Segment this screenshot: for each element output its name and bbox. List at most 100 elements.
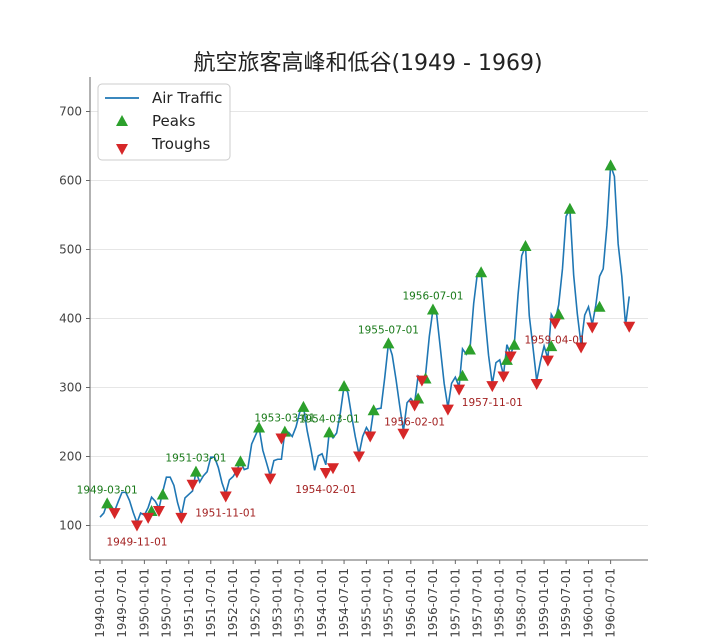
trough-marker [219, 491, 232, 503]
x-tick-label: 1953-07-01 [293, 568, 307, 638]
trough-marker [186, 479, 199, 491]
trough-marker [415, 375, 428, 387]
legend-peak-swatch [116, 115, 128, 126]
peak-annotation: 1951-03-01 [165, 453, 226, 465]
x-tick-labels: 1949-01-01 1949-07-01 1950-01-01 1950-07-01… [93, 560, 618, 638]
trough-marker [319, 468, 332, 480]
trough-marker [586, 322, 599, 334]
x-tick-label: 1959-01-01 [537, 568, 551, 638]
trough-annotation: 1949-11-01 [106, 537, 167, 549]
peak-marker [426, 303, 439, 315]
trough-annotation: 1959-04-01 [525, 334, 586, 346]
peak-annotation: 1955-07-01 [358, 324, 419, 336]
trough-marker [108, 508, 121, 520]
peak-annotation: 1954-03-01 [299, 413, 360, 425]
annotations: 1949-03-01 1949-11-01 1951-03-01 1951-11-01… [77, 291, 586, 549]
trough-annotation: 1957-11-01 [462, 397, 523, 409]
x-tick-label: 1950-07-01 [159, 568, 173, 638]
x-tick-label: 1951-07-01 [204, 568, 218, 638]
peak-annotation: 1956-07-01 [402, 291, 463, 303]
legend-label: Air Traffic [152, 89, 222, 107]
chart-title: 航空旅客高峰和低谷(1949 - 1969) [193, 51, 542, 76]
trough-marker [230, 467, 243, 479]
trough-markers [108, 318, 636, 532]
trough-annotation: 1951-11-01 [195, 508, 256, 520]
y-tick-label: 600 [59, 174, 82, 188]
trough-marker [364, 431, 377, 443]
x-tick-label: 1955-01-01 [359, 568, 373, 638]
trough-marker [130, 520, 143, 532]
x-tick-label: 1960-01-01 [581, 568, 595, 638]
peak-markers [101, 159, 617, 517]
peak-marker [323, 426, 336, 438]
x-tick-label: 1956-01-01 [404, 568, 418, 638]
y-tick-label: 300 [59, 381, 82, 395]
trough-marker [504, 351, 517, 363]
trough-marker [541, 355, 554, 367]
peak-marker [563, 202, 576, 214]
peak-marker [234, 455, 247, 467]
y-tick-label: 700 [59, 105, 82, 119]
trough-marker [453, 384, 466, 396]
peak-marker [463, 343, 476, 355]
trough-marker [152, 506, 165, 518]
peak-marker [253, 421, 266, 433]
x-tick-label: 1952-01-01 [226, 568, 240, 638]
x-tick-label: 1957-07-01 [470, 568, 484, 638]
trough-annotation: 1954-02-01 [295, 484, 356, 496]
peak-marker [189, 465, 202, 477]
legend-box [97, 83, 231, 161]
peak-marker [297, 400, 310, 412]
y-tick-label: 200 [59, 450, 82, 464]
x-tick-label: 1956-07-01 [426, 568, 440, 638]
x-tick-label: 1952-07-01 [248, 568, 262, 638]
legend: Air Traffic Peaks Troughs [97, 83, 231, 161]
x-tick-label: 1957-01-01 [448, 568, 462, 638]
y-tick-label: 100 [59, 519, 82, 533]
trough-marker [623, 321, 636, 333]
x-tick-label: 1949-01-01 [93, 568, 107, 638]
peak-marker [593, 300, 606, 312]
peak-marker [456, 369, 469, 381]
x-tick-label: 1949-07-01 [115, 568, 129, 638]
legend-label: Troughs [151, 135, 211, 153]
peak-marker [545, 340, 558, 352]
peak-marker [101, 497, 114, 509]
trough-marker [353, 451, 366, 463]
peak-marker [519, 240, 532, 252]
x-tick-label: 1960-07-01 [604, 568, 618, 638]
peak-annotation: 1949-03-01 [77, 484, 138, 496]
trough-marker [549, 318, 562, 330]
trough-marker [486, 381, 499, 393]
peak-marker [508, 338, 521, 350]
trough-annotation: 1956-02-01 [384, 416, 445, 428]
peak-marker [156, 488, 169, 500]
trough-marker [441, 404, 454, 416]
legend-label: Peaks [152, 112, 196, 130]
x-tick-label: 1959-07-01 [559, 568, 573, 638]
legend-trough-swatch [116, 144, 128, 155]
peak-marker [475, 266, 488, 278]
trough-marker [497, 371, 510, 383]
y-tick-labels: 100 200 300 400 500 600 700 [59, 105, 90, 533]
x-tick-label: 1951-01-01 [182, 568, 196, 638]
peak-marker [367, 404, 380, 416]
trough-marker [575, 342, 588, 354]
peak-marker [552, 308, 565, 320]
trough-marker [397, 428, 410, 440]
x-tick-label: 1953-01-01 [271, 568, 285, 638]
trough-marker [142, 512, 155, 524]
trough-marker [264, 473, 277, 485]
x-tick-label: 1954-07-01 [337, 568, 351, 638]
x-tick-label: 1958-01-01 [493, 568, 507, 638]
peak-annotation: 1953-03-01 [254, 413, 315, 425]
peak-marker [382, 337, 395, 349]
peak-marker [604, 159, 617, 171]
y-tick-label: 400 [59, 312, 82, 326]
x-tick-label: 1954-01-01 [315, 568, 329, 638]
y-tick-label: 500 [59, 243, 82, 257]
trough-marker [275, 433, 288, 445]
x-tick-label: 1950-01-01 [137, 568, 151, 638]
